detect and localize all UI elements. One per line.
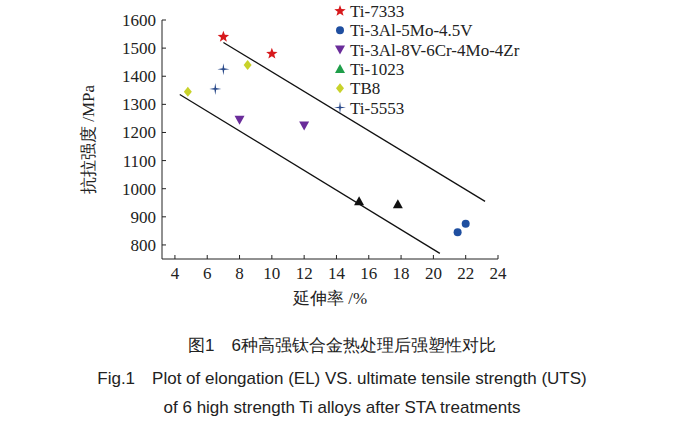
x-tick — [174, 255, 175, 259]
legend-label: Ti-1023 — [350, 60, 404, 79]
y-tick — [162, 160, 166, 161]
x-tick-label: 12 — [296, 264, 313, 283]
legend-label: TB8 — [350, 79, 380, 98]
title: 图1 6种高强钛合金热处理后强塑性对比 — [188, 336, 496, 355]
y-tick-label: 1500 — [122, 39, 156, 58]
x-tick — [433, 255, 434, 259]
data-point — [235, 116, 245, 125]
y-tick-label: 800 — [131, 236, 157, 255]
legend-label: Ti-7333 — [350, 2, 404, 21]
legend-marker — [334, 102, 346, 114]
legend-marker — [335, 46, 345, 55]
x-tick-label: 6 — [203, 264, 212, 283]
y-tick-label: 900 — [131, 208, 157, 227]
y-axis-label: 抗拉强度 /MPa — [79, 85, 98, 195]
y-tick — [162, 244, 166, 245]
data-point — [218, 31, 229, 42]
trend-line — [223, 42, 485, 201]
data-point — [393, 199, 403, 208]
x-tick — [465, 255, 466, 259]
x-tick — [401, 255, 402, 259]
x-tick-label: 4 — [171, 264, 180, 283]
legend-marker — [336, 83, 344, 93]
trend-line — [180, 95, 440, 254]
x-axis — [162, 259, 498, 260]
legend-marker — [334, 5, 345, 16]
subtitle: of 6 high strength Ti alloys after STA t… — [164, 398, 521, 417]
x-tick — [336, 255, 337, 259]
data-point — [462, 220, 470, 228]
y-tick — [162, 104, 166, 105]
y-tick — [162, 48, 166, 49]
x-tick — [239, 255, 240, 259]
data-point — [184, 87, 192, 97]
legend-label: Ti-5553 — [350, 99, 404, 118]
x-tick — [207, 255, 208, 259]
x-tick-label: 14 — [328, 264, 346, 283]
legend-label: Ti-3Al-8V-6Cr-4Mo-4Zr — [350, 41, 520, 60]
x-tick — [498, 255, 499, 259]
x-tick — [304, 255, 305, 259]
data-point — [217, 63, 229, 75]
x-tick-label: 24 — [490, 264, 508, 283]
x-tick — [271, 255, 272, 259]
y-tick-label: 1600 — [122, 11, 156, 30]
y-tick-label: 1100 — [123, 152, 156, 171]
data-point — [354, 196, 364, 205]
y-tick — [162, 132, 166, 133]
subtitle: Fig.1 Plot of elongation (EL) VS. ultima… — [97, 369, 586, 388]
x-axis-label: 延伸率 /% — [292, 289, 367, 308]
x-tick — [368, 255, 369, 259]
y-tick — [162, 20, 166, 21]
y-tick-label: 1000 — [122, 180, 156, 199]
x-tick-label: 8 — [235, 264, 244, 283]
plot-area — [180, 31, 485, 254]
legend-marker — [335, 64, 345, 73]
y-tick — [162, 216, 166, 217]
y-tick — [162, 188, 166, 189]
x-tick-label: 18 — [393, 264, 410, 283]
x-tick-label: 22 — [457, 264, 474, 283]
legend-label: Ti-3Al-5Mo-4.5V — [350, 21, 473, 40]
x-tick-label: 10 — [263, 264, 280, 283]
y-tick — [162, 76, 166, 77]
data-point — [454, 228, 462, 236]
data-point — [209, 83, 221, 95]
data-point — [299, 121, 309, 130]
x-tick-label: 16 — [360, 264, 377, 283]
data-point — [266, 48, 277, 59]
y-tick-label: 1400 — [122, 67, 156, 86]
y-tick-label: 1200 — [122, 123, 156, 142]
data-point — [244, 60, 252, 70]
chart: 800 900 1000 1100 1200 1300 1400 1500 1600 4 6 8 10 1… — [0, 0, 684, 428]
legend-marker — [336, 26, 344, 34]
y-tick-label: 1300 — [122, 95, 156, 114]
x-tick-label: 20 — [425, 264, 442, 283]
y-axis — [162, 20, 163, 259]
